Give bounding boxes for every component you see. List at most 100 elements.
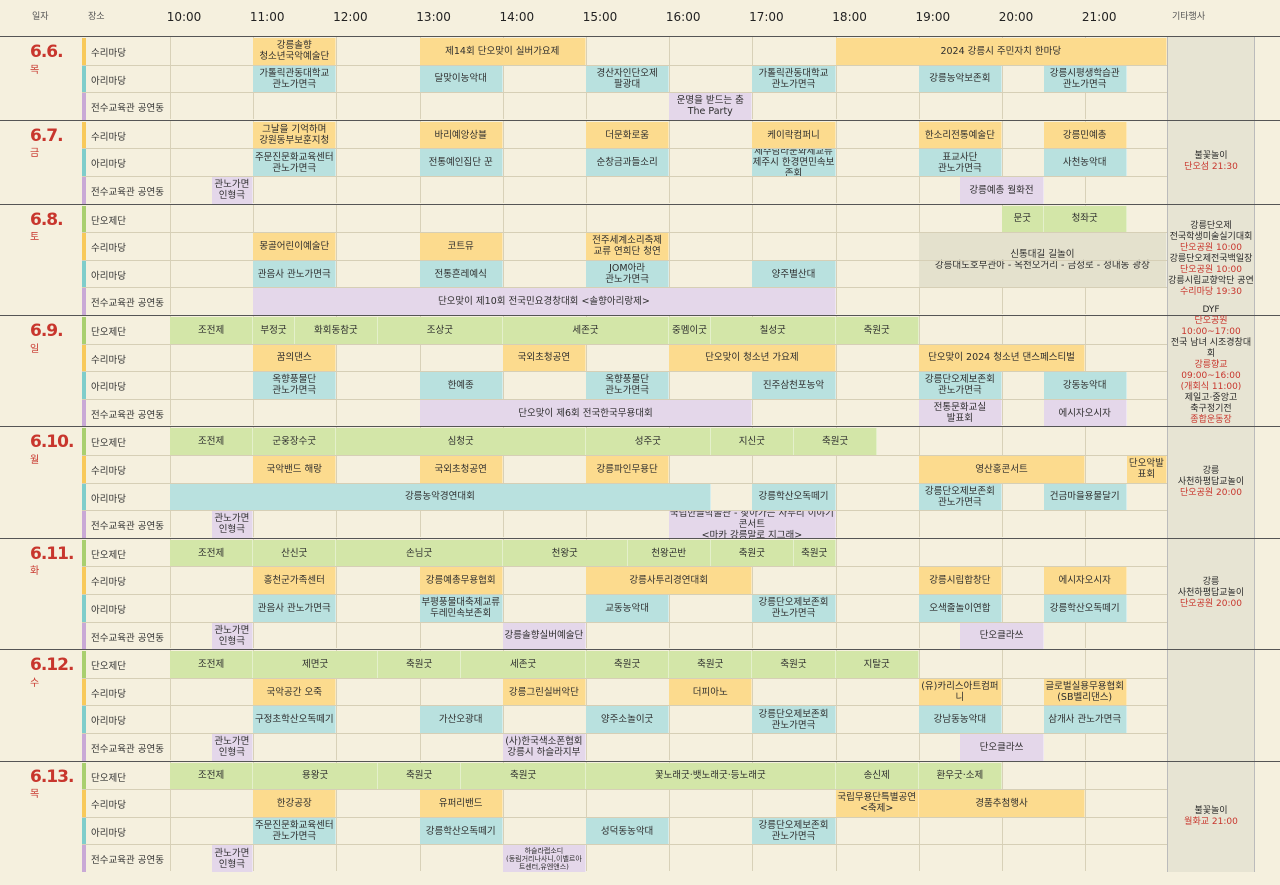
event-cell[interactable]: (사)한국색소폰협회 강릉시 하슬라지부	[502, 733, 586, 761]
event-cell[interactable]: 표교사단 관노가면극	[918, 149, 1002, 176]
event-cell[interactable]: 건금마을용물달기	[1043, 483, 1127, 511]
event-cell[interactable]: 중멤이굿	[669, 317, 711, 344]
event-cell[interactable]: 관노가면 인형극	[211, 845, 254, 872]
event-cell[interactable]: 강릉단오제보존회 관노가면극	[752, 706, 836, 733]
event-cell[interactable]: 강릉시립합창단	[918, 567, 1002, 594]
event-cell[interactable]: 단오클라쓰	[960, 622, 1044, 650]
event-cell[interactable]: 꽃노래굿·뱃노래굿·등노래굿	[586, 762, 836, 790]
event-cell[interactable]: 조전제	[170, 539, 254, 567]
event-cell[interactable]: 한강공장	[253, 790, 337, 817]
event-cell[interactable]: 홍천군가족센터	[253, 567, 337, 594]
event-cell[interactable]: 조전제	[170, 762, 254, 790]
event-cell[interactable]: 단오악발표회	[1126, 455, 1167, 483]
event-cell[interactable]: 강릉단오제보존회 관노가면극	[752, 594, 836, 622]
event-cell[interactable]: 전통흔레예식	[419, 260, 503, 288]
event-cell[interactable]: 운명을 받드는 춤 The Party	[669, 93, 753, 120]
event-cell[interactable]: 화회동참굿	[294, 317, 378, 344]
event-cell[interactable]: 코트뮤	[419, 233, 503, 260]
event-cell[interactable]: 단오맞이 청소년 가요제	[669, 344, 836, 372]
event-cell[interactable]: 강릉학산오독떼기	[419, 817, 503, 845]
event-cell[interactable]: 에시자오시자	[1043, 567, 1127, 594]
event-cell[interactable]: 손님굿	[336, 539, 503, 567]
event-cell[interactable]: 강릉단오제보존회 관노가면극	[918, 483, 1002, 511]
event-cell[interactable]: 제면굿	[253, 651, 378, 678]
event-cell[interactable]: 강릉농악보존회	[918, 65, 1002, 93]
event-cell[interactable]: 축원굿	[752, 651, 836, 678]
event-cell[interactable]: 오색줄놀이연합	[918, 594, 1002, 622]
event-cell[interactable]: 축원굿	[710, 539, 794, 567]
event-cell[interactable]: 지신굿	[710, 428, 794, 455]
event-cell[interactable]: 관음사 관노가면극	[253, 594, 337, 622]
event-cell[interactable]: 경품추첨행사	[918, 790, 1086, 817]
event-cell[interactable]: 국립한글박물관 - 찾아가는 사투리 이야기 콘서트 <마카 강릉말로 지그래>	[669, 511, 836, 538]
event-cell[interactable]: 축원굿	[461, 762, 586, 790]
event-cell[interactable]: 지탈굿	[835, 651, 919, 678]
event-cell[interactable]: 전통문화교실 발표회	[918, 399, 1002, 427]
event-cell[interactable]: 전주세계소리축제 교류 연희단 청연	[586, 233, 670, 260]
event-cell[interactable]: 옥향풍물단 관노가면극	[253, 372, 337, 399]
event-cell[interactable]: 양주소놀이굿	[586, 706, 670, 733]
event-cell[interactable]: 주문진문화교육센터 관노가면극	[253, 149, 337, 176]
event-cell[interactable]: 단오맞이 제6회 전국한국무용대회	[419, 399, 753, 427]
event-cell[interactable]: 부정굿	[253, 317, 295, 344]
event-cell[interactable]: 축원굿	[835, 317, 919, 344]
event-cell[interactable]: 청좌굿	[1043, 205, 1127, 233]
event-cell[interactable]: 그날을 기억하며 강원동부보훈지청	[253, 121, 337, 149]
event-cell[interactable]: 성덕동농악대	[586, 817, 670, 845]
event-cell[interactable]: 강릉학산오독떼기	[1043, 594, 1127, 622]
event-cell[interactable]: 단오맞이 제10회 전국민요경창대회 <솔향아리랑제>	[253, 288, 836, 315]
event-cell[interactable]: 관음사 관노가면극	[253, 260, 337, 288]
event-cell[interactable]: 축원굿	[378, 762, 462, 790]
event-cell[interactable]: 에시자오시자	[1043, 399, 1127, 427]
event-cell[interactable]: 국립무용단특별공연 <축제>	[835, 790, 919, 817]
event-cell[interactable]: 교동농악대	[586, 594, 670, 622]
event-cell[interactable]: 송신제	[835, 762, 919, 790]
event-cell[interactable]: 축원굿	[794, 428, 878, 455]
event-cell[interactable]: 2024 강릉시 주민자치 한마당	[835, 38, 1167, 65]
event-cell[interactable]: 강릉시평생학습관 관노가면극	[1043, 65, 1127, 93]
event-cell[interactable]: 세존굿	[461, 651, 586, 678]
event-cell[interactable]: 군웅장수굿	[253, 428, 337, 455]
event-cell[interactable]: 관노가면 인형극	[211, 176, 254, 204]
event-cell[interactable]: 관노가면 인형극	[211, 622, 254, 650]
event-cell[interactable]: 축원굿	[586, 651, 670, 678]
event-cell[interactable]: 강릉민예총	[1043, 121, 1127, 149]
event-cell[interactable]: 더피아노	[669, 678, 753, 706]
event-cell[interactable]: 세존굿	[502, 317, 670, 344]
event-cell[interactable]: 강릉학산오독떼기	[752, 483, 836, 511]
event-cell[interactable]: 주문진문화교육센터 관노가면극	[253, 817, 337, 845]
event-cell[interactable]: 유퍼리밴드	[419, 790, 503, 817]
event-cell[interactable]: 강릉예총무용협회	[419, 567, 503, 594]
event-cell[interactable]: 한소리전통예술단	[918, 121, 1002, 149]
event-cell[interactable]: 꿈의댄스	[253, 344, 337, 372]
event-cell[interactable]: 천왕곤반	[627, 539, 711, 567]
event-cell[interactable]: 사천농악대	[1043, 149, 1127, 176]
event-cell[interactable]: 전통예인집단 꾼	[419, 149, 503, 176]
event-cell[interactable]: 강릉솔향실버예술단	[502, 622, 586, 650]
event-cell[interactable]: 제14회 단오맞이 실버가요제	[419, 38, 586, 65]
event-cell[interactable]: 문굿	[1002, 205, 1044, 233]
event-cell[interactable]: 관노가면 인형극	[211, 733, 254, 761]
event-cell[interactable]: 진주삼천포농악	[752, 372, 836, 399]
event-cell[interactable]: 구정초학산오독떼기	[253, 706, 337, 733]
event-cell[interactable]: 강릉사투리경연대회	[586, 567, 753, 594]
event-cell[interactable]: 성주굿	[586, 428, 711, 455]
event-cell[interactable]: 부평풍물대축제교류 두레민속보존회	[419, 594, 503, 622]
event-cell[interactable]: 가산오광대	[419, 706, 503, 733]
event-cell[interactable]: 삼개사 관노가면극	[1043, 706, 1127, 733]
event-cell[interactable]: 조전제	[170, 317, 254, 344]
event-cell[interactable]: 한예종	[419, 372, 503, 399]
event-cell[interactable]: 국외초청공연	[502, 344, 586, 372]
event-cell[interactable]: 글로벌실용무용협회 (SB벨리댄스)	[1043, 678, 1127, 706]
event-cell[interactable]: 달맞이농악대	[419, 65, 503, 93]
event-cell[interactable]: 케이락컴퍼니	[752, 121, 836, 149]
event-cell[interactable]: 관노가면 인형극	[211, 511, 254, 538]
event-cell[interactable]: 가톨릭관동대학교 관노가면극	[752, 65, 836, 93]
event-cell[interactable]: 조전제	[170, 651, 254, 678]
event-cell[interactable]: 용왕굿	[253, 762, 378, 790]
event-cell[interactable]: 강남동농악대	[918, 706, 1002, 733]
event-cell[interactable]: 국외초청공연	[419, 455, 503, 483]
event-cell[interactable]: 강릉단오제보존회 관노가면극	[752, 817, 836, 845]
event-cell[interactable]: 환우굿·소제	[918, 762, 1002, 790]
event-cell[interactable]: (유)카리스아트컴퍼니	[918, 678, 1002, 706]
